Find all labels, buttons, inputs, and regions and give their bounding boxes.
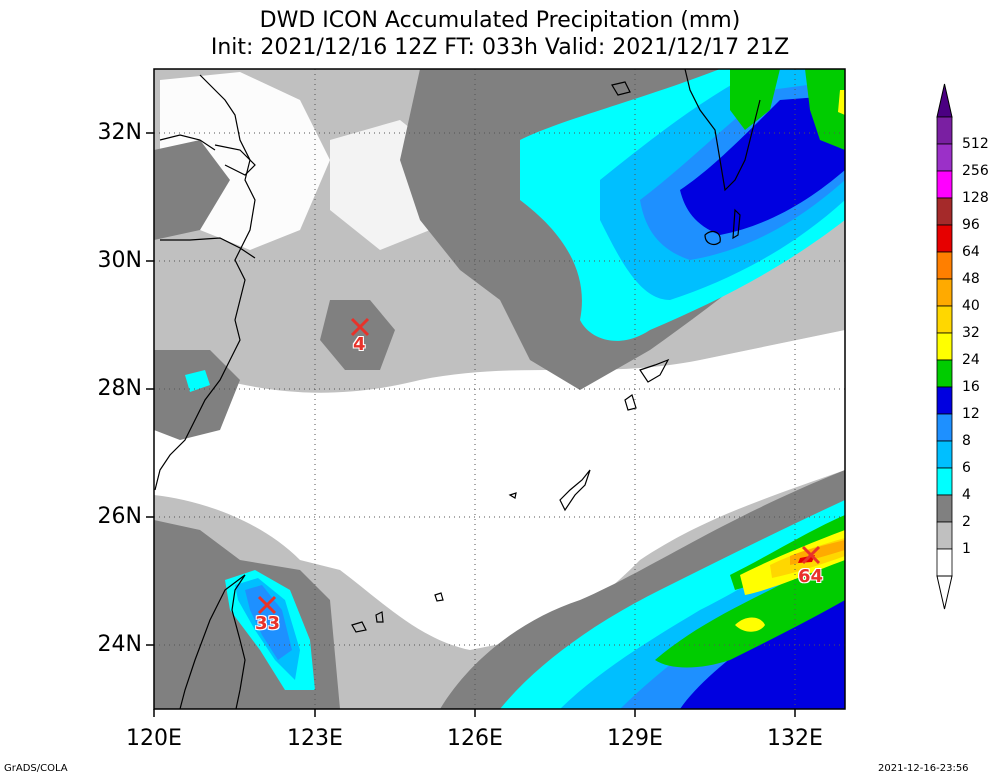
colorbar-swatch [936, 143, 953, 172]
axis-ticks [146, 132, 796, 717]
footer-software: GrADS/COLA [4, 763, 68, 774]
grid-lines [154, 69, 845, 709]
colorbar-swatch [936, 116, 953, 145]
lat-label-28n: 28N [97, 376, 142, 401]
colorbar-label: 512 [962, 136, 989, 152]
colorbar-swatch [936, 548, 953, 577]
lat-label-30n: 30N [97, 248, 142, 273]
colorbar-swatch [936, 278, 953, 307]
colorbar-swatch [936, 224, 953, 253]
colorbar-label: 8 [962, 433, 971, 449]
colorbar-label: 128 [962, 190, 989, 206]
lon-label-132e: 132E [767, 726, 823, 751]
map-title: DWD ICON Accumulated Precipitation (mm) [259, 8, 741, 33]
colorbar-label: 4 [962, 487, 971, 503]
lat-label-24n: 24N [97, 632, 142, 657]
lon-label-126e: 126E [447, 726, 503, 751]
colorbar-swatch [936, 386, 953, 415]
colorbar-swatch [936, 332, 953, 361]
colorbar-swatch [936, 440, 953, 469]
lat-label-26n: 26N [97, 504, 142, 529]
colorbar-swatch [936, 359, 953, 388]
coastlines [154, 69, 761, 709]
colorbar-label: 12 [962, 406, 980, 422]
colorbar-label: 16 [962, 379, 980, 395]
colorbar-bottom-arrow [936, 575, 953, 610]
colorbar-swatch [936, 251, 953, 280]
marker-value-33: 33 [255, 613, 281, 634]
colorbar-swatch [936, 521, 953, 550]
colorbar-swatch [936, 197, 953, 226]
lat-label-32n: 32N [97, 120, 142, 145]
colorbar-label: 48 [962, 271, 980, 287]
footer-timestamp: 2021-12-16-23:56 [878, 763, 969, 774]
lon-label-120e: 120E [126, 726, 182, 751]
colorbar-top-arrow [936, 83, 953, 118]
colorbar-label: 256 [962, 163, 989, 179]
lon-label-129e: 129E [607, 726, 663, 751]
marker-value-64: 64 [798, 566, 824, 587]
map-subtitle: Init: 2021/12/16 12Z FT: 033h Valid: 202… [210, 35, 790, 60]
colorbar-swatch [936, 170, 953, 199]
marker-value-4: 4 [353, 334, 366, 355]
colorbar-label: 2 [962, 514, 971, 530]
colorbar-swatch [936, 413, 953, 442]
colorbar-label: 1 [962, 541, 971, 557]
colorbar-label: 40 [962, 298, 980, 314]
colorbar-label: 96 [962, 217, 980, 233]
colorbar-swatch [936, 467, 953, 496]
colorbar-label: 24 [962, 352, 980, 368]
colorbar-label: 6 [962, 460, 971, 476]
colorbar [936, 83, 953, 610]
lon-label-123e: 123E [287, 726, 343, 751]
max-markers [257, 317, 821, 615]
colorbar-swatch [936, 494, 953, 523]
colorbar-label: 64 [962, 244, 980, 260]
colorbar-label: 32 [962, 325, 980, 341]
colorbar-swatch [936, 305, 953, 334]
